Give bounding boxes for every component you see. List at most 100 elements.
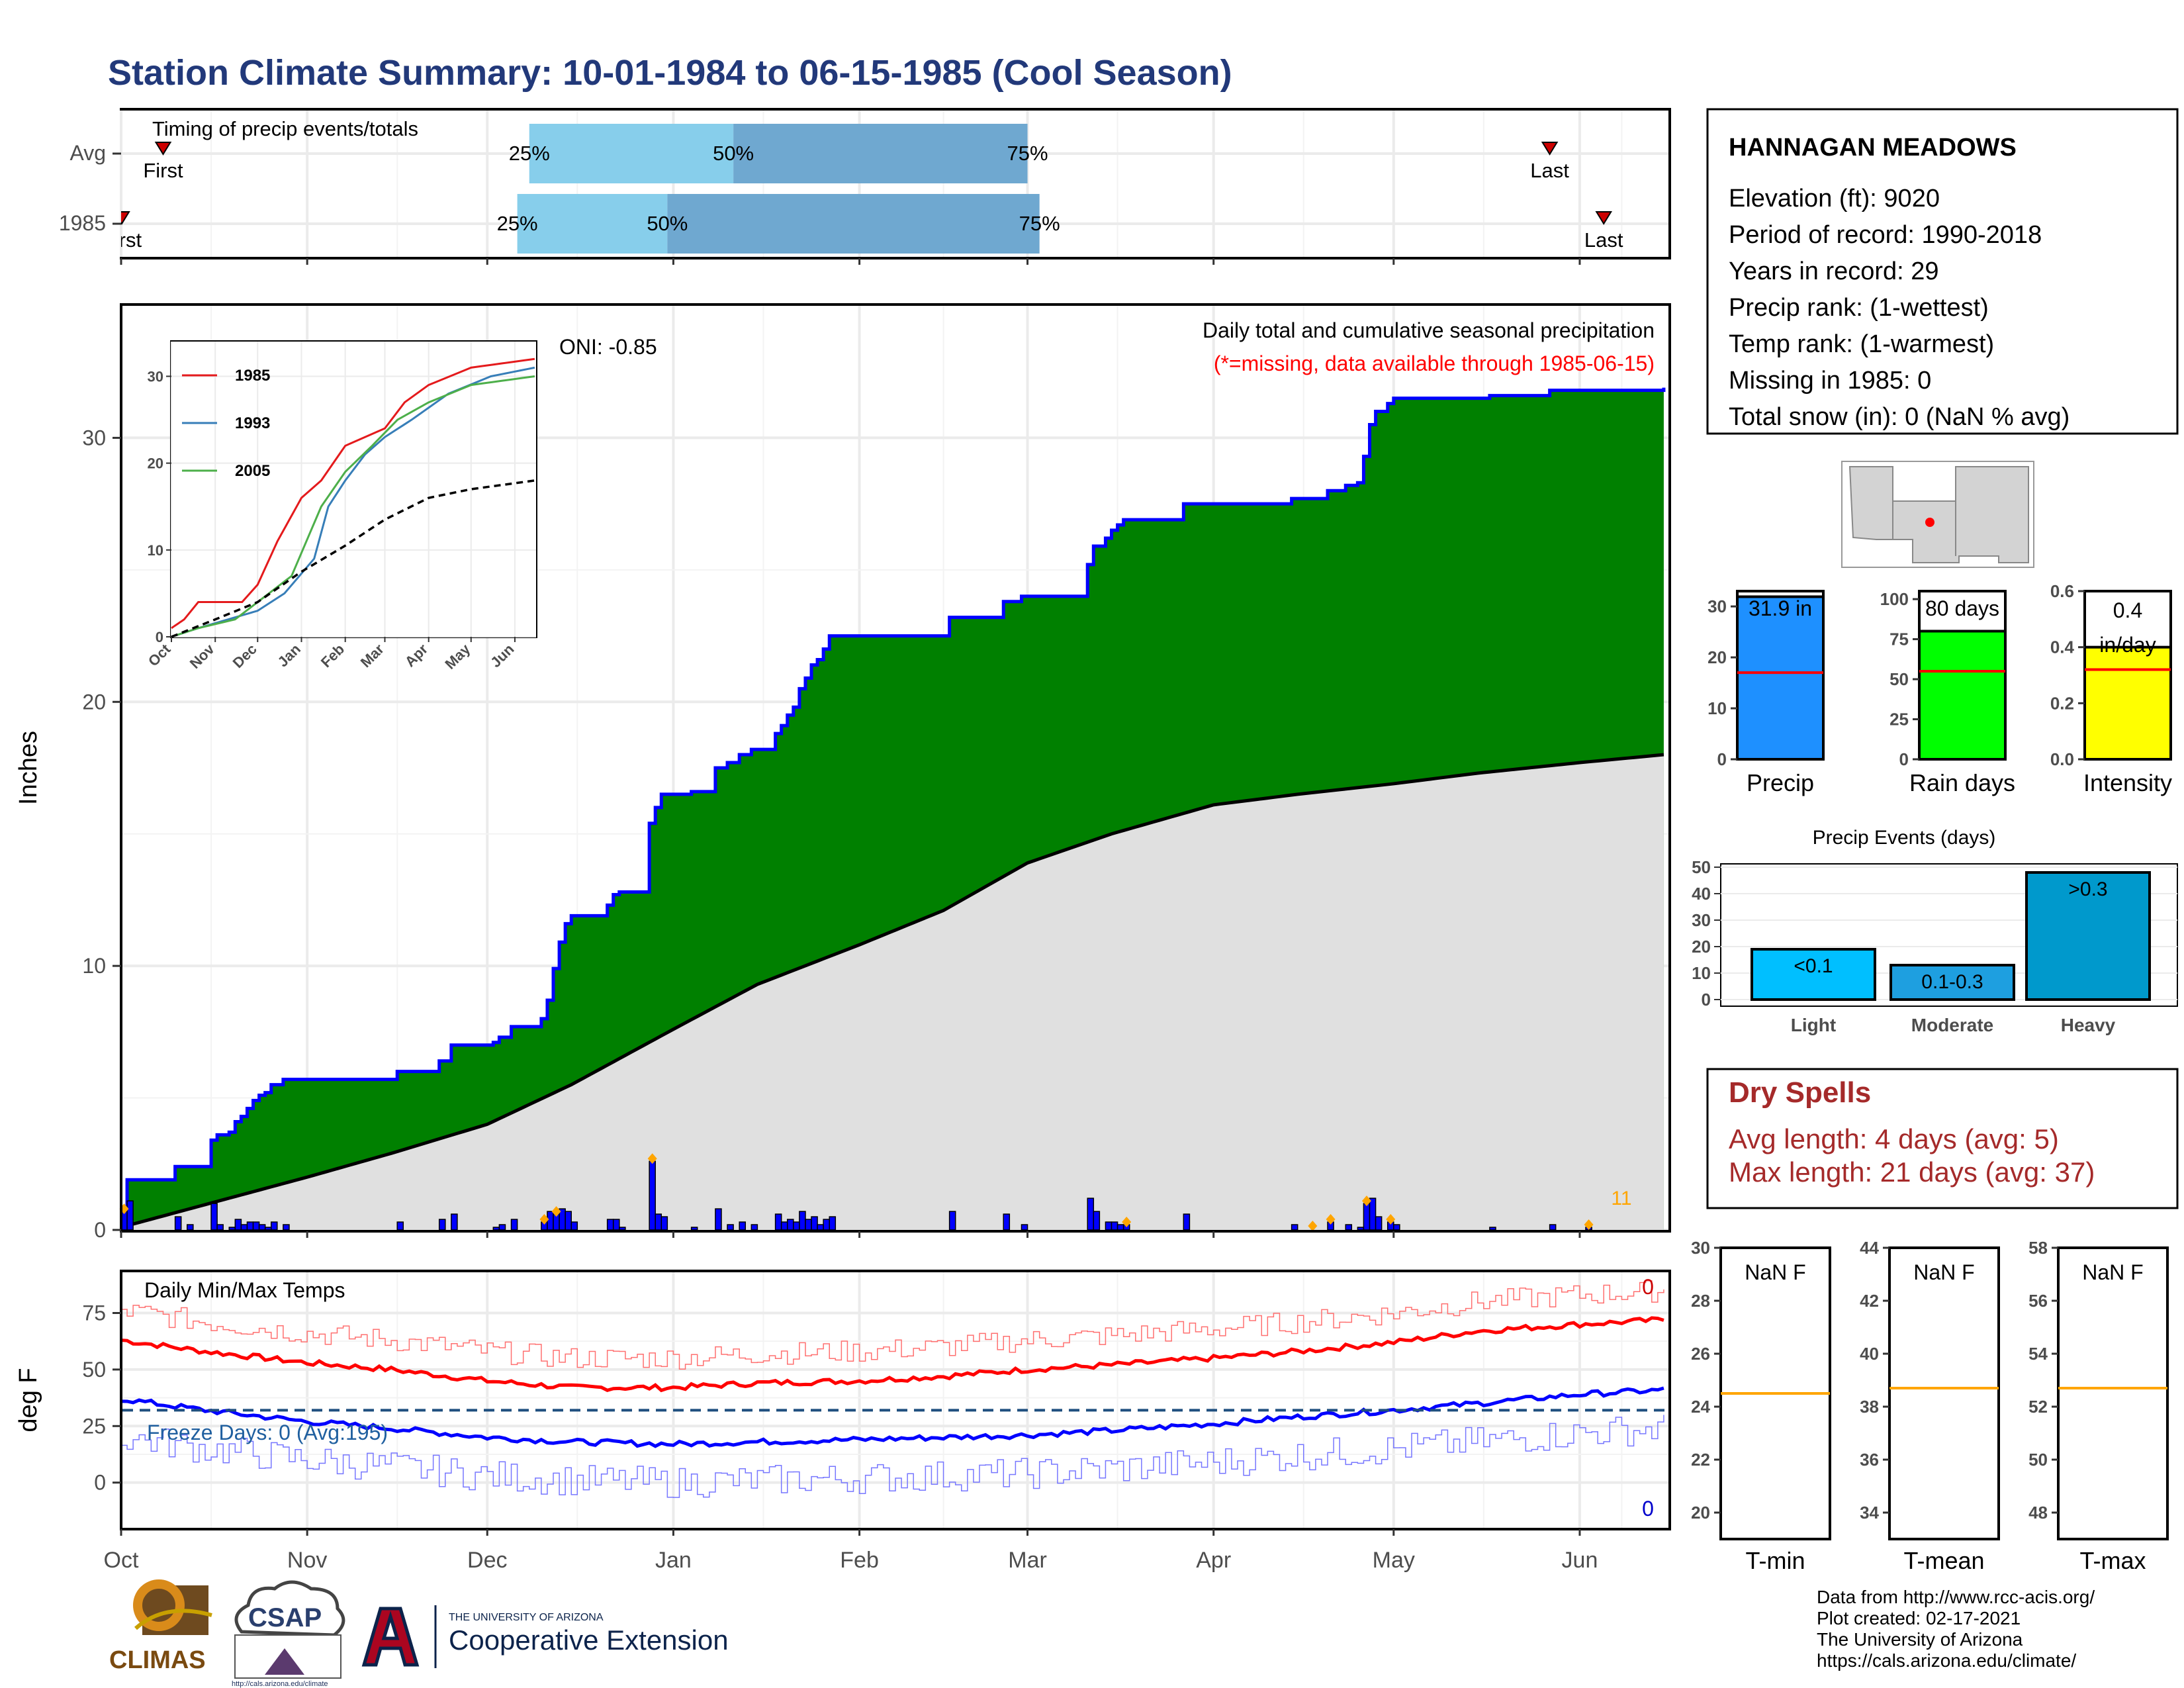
precip-marker (1122, 1217, 1132, 1228)
daily-precip-bar (606, 1219, 614, 1231)
month-tick-label: Apr (1196, 1548, 1231, 1573)
precip-event-bar (2025, 871, 2151, 1001)
precip-y-axis: 0 10 20 30 (82, 426, 1581, 1242)
temp-box-y-tick: 24 (1691, 1397, 1710, 1417)
daily-precip-bar (565, 1211, 572, 1231)
precip-event-bar (1751, 948, 1876, 1001)
precip-panel-border (120, 303, 1671, 1233)
station-info-box: HANNAGAN MEADOWS Elevation (ft): 9020 Pe… (1706, 108, 2179, 435)
summary-mini-bars: 31.9 in 0 10 20 30 Precip 80 days 0 25 50 75 100 Rai… (1707, 581, 2172, 796)
daily-precip-bar (780, 1221, 788, 1231)
temp-summary-box: NaN F 48 50 52 54 56 58 T-max (2028, 1238, 2169, 1574)
daily-precip-bar (948, 1211, 956, 1231)
mini-bar-value-label: 0.4 (2113, 598, 2142, 622)
daily-precip-bars (120, 1160, 1592, 1231)
daily-precip-bar (727, 1224, 734, 1231)
dry-spells-box: Dry Spells Avg length: 4 days (avg: 5) M… (1706, 1068, 2179, 1209)
daily-precip-bar (126, 1200, 134, 1231)
precip-markers (119, 1153, 1594, 1232)
daily-precip-bar (283, 1224, 290, 1231)
mini-bar-y-tick: 20 (1707, 647, 1727, 667)
events-y-tick: 40 (1692, 884, 1711, 904)
first-precip-marker (154, 142, 172, 156)
mini-bar-y-tick: 50 (1889, 669, 1909, 689)
last-precip-label: Last (1584, 228, 1623, 252)
avg-min-temp-line (120, 1386, 1664, 1448)
average-precip-line (120, 753, 1664, 1229)
temp-panel-title: Daily Min/Max Temps (144, 1278, 345, 1302)
daily-min-temp-line (121, 1415, 1664, 1498)
mini-bar-y-tick: 0.4 (2050, 637, 2075, 657)
daily-precip-bar (1375, 1216, 1383, 1231)
daily-precip-bar (1021, 1224, 1028, 1231)
daily-precip-bar (805, 1219, 812, 1231)
mini-bar-label: Intensity (2083, 769, 2172, 796)
events-y-tick: 20 (1692, 937, 1711, 957)
temp-box-y-tick: 38 (1860, 1397, 1879, 1417)
temp-box-y-tick: 22 (1691, 1450, 1710, 1470)
csap-logo: CSAP http://cals.arizona.edu/climate (232, 1580, 345, 1688)
daily-precip-bar (1183, 1213, 1191, 1231)
inset-legend: 1985 1993 2005 (182, 367, 270, 480)
daily-precip-bar (1489, 1227, 1496, 1231)
daily-precip-bar (1105, 1221, 1113, 1231)
footer-line: Data from http://www.rcc-acis.org/ (1817, 1587, 2095, 1607)
temp-box-y-tick: 44 (1860, 1238, 1879, 1258)
daily-precip-bar (252, 1221, 260, 1231)
daily-precip-bar (612, 1219, 620, 1231)
mini-bar-y-tick: 100 (1880, 589, 1909, 609)
inset-series-line (171, 357, 535, 630)
temp-box-value: NaN F (1745, 1260, 1805, 1284)
mini-bar-value-label: 80 days (1925, 596, 1999, 620)
first-precip-marker (121, 211, 130, 225)
first-precip-label: First (102, 228, 142, 252)
daily-precip-bar (492, 1227, 500, 1231)
precip-events-chart: Precip Events (days) 0 10 20 30 40 50 <0.1 Ligh… (1692, 827, 2178, 1035)
daily-precip-bar (660, 1216, 668, 1231)
mini-bar-value (1918, 630, 2007, 761)
daily-precip-bar (1093, 1211, 1101, 1231)
csap-mountain (265, 1648, 304, 1675)
dry-spells-title: Dry Spells (1729, 1076, 1871, 1109)
month-tick-label: Oct (104, 1548, 139, 1573)
daily-precip-bar (1549, 1224, 1557, 1231)
daily-precip-bar (655, 1213, 662, 1231)
daily-precip-bar (1363, 1203, 1371, 1231)
ua-small-text: THE UNIVERSITY OF ARIZONA (449, 1612, 604, 1623)
daily-precip-bar (619, 1227, 626, 1231)
daily-max-temp-line (121, 1280, 1664, 1370)
temp-box-y-tick: 56 (2028, 1291, 2048, 1311)
precip-marker (539, 1214, 549, 1225)
temp-box-y-tick: 58 (2028, 1238, 2048, 1258)
temp-y-axis: 0 25 50 75 (82, 1301, 121, 1495)
station-line: Temp rank: (1-warmest) (1729, 330, 1994, 358)
mini-bar-value (1736, 595, 1825, 761)
daily-precip-bar (739, 1221, 747, 1231)
inset-lines (171, 357, 535, 638)
daily-precip-bar (270, 1221, 278, 1231)
precip-event-bar-label: 0.1-0.3 (1921, 971, 1983, 993)
daily-precip-bar (793, 1221, 800, 1231)
daily-precip-bar (228, 1227, 236, 1231)
mini-bar-chart: 31.9 in 0 10 20 30 Precip (1707, 590, 1825, 796)
inset-series-line (171, 375, 535, 638)
first-precip-label: First (143, 159, 183, 182)
daily-precip-bar (1116, 1224, 1124, 1231)
state-outline (1848, 466, 2029, 563)
temp-y-label: deg F (15, 1368, 42, 1432)
inset-y-tick-label: 0 (156, 629, 163, 645)
last-precip-marker (1595, 211, 1613, 225)
average-precip-area (121, 755, 1664, 1230)
quantile-label-25: 25% (497, 212, 538, 235)
station-line: Elevation (ft): 9020 (1729, 185, 1940, 212)
month-tick-label: May (1373, 1548, 1415, 1573)
ua-block-a (361, 1607, 420, 1667)
month-tick-label: Jan (655, 1548, 692, 1573)
inset-frame (170, 340, 537, 638)
daily-precip-bar (174, 1216, 182, 1231)
quantile-bar-50-75 (667, 194, 1040, 254)
daily-precip-bar (1111, 1221, 1118, 1231)
daily-precip-bar (258, 1224, 266, 1231)
temp-box-frame (1888, 1246, 2000, 1540)
ua-logo: THE UNIVERSITY OF ARIZONA Cooperative Ex… (361, 1605, 729, 1668)
